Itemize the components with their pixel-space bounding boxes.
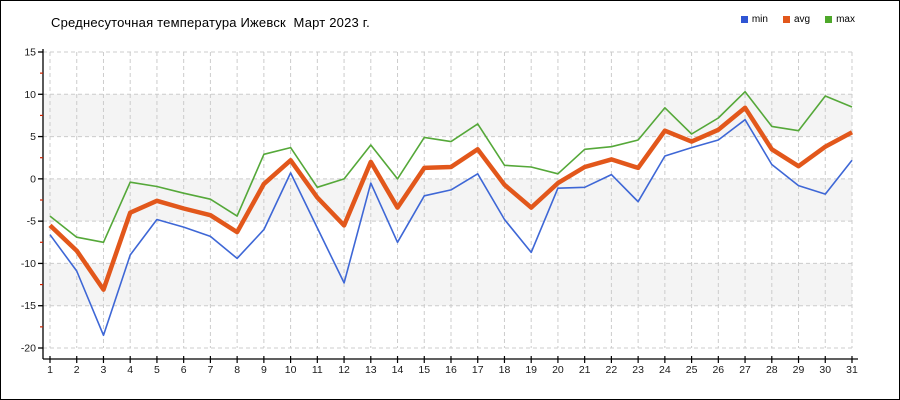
- svg-text:9: 9: [261, 364, 267, 376]
- svg-text:26: 26: [712, 364, 724, 376]
- svg-text:-20: -20: [21, 343, 36, 355]
- legend-label-min: min: [751, 14, 768, 25]
- chart-title: Среднесуточная температура Ижевск Март 2…: [51, 15, 370, 30]
- svg-text:21: 21: [579, 364, 591, 376]
- series-min-line: [49, 118, 853, 337]
- legend-item-min: min: [740, 14, 768, 25]
- svg-text:-15: -15: [21, 300, 36, 312]
- series-max-line: [49, 90, 853, 244]
- svg-text:23: 23: [632, 364, 644, 376]
- svg-text:6: 6: [181, 364, 187, 376]
- svg-text:15: 15: [24, 47, 36, 59]
- svg-text:14: 14: [392, 364, 404, 376]
- svg-text:16: 16: [445, 364, 457, 376]
- svg-text:17: 17: [472, 364, 484, 376]
- legend-label-avg: avg: [793, 14, 811, 25]
- svg-text:22: 22: [606, 364, 618, 376]
- svg-text:11: 11: [312, 364, 323, 376]
- svg-text:30: 30: [819, 364, 831, 376]
- svg-text:28: 28: [766, 364, 778, 376]
- svg-text:29: 29: [793, 364, 805, 376]
- svg-text:13: 13: [365, 364, 377, 376]
- svg-text:4: 4: [127, 364, 133, 376]
- svg-text:10: 10: [24, 89, 36, 101]
- legend-label-max: max: [836, 14, 855, 25]
- legend-swatch-min-icon: [740, 16, 748, 23]
- svg-text:24: 24: [659, 364, 671, 376]
- svg-text:18: 18: [499, 364, 511, 376]
- svg-text:10: 10: [285, 364, 297, 376]
- svg-text:2: 2: [74, 364, 80, 376]
- svg-text:31: 31: [846, 364, 858, 376]
- plot-bands: [43, 94, 852, 306]
- legend-item-avg: avg: [782, 14, 811, 25]
- chart-legend: min avg max: [740, 14, 855, 25]
- svg-text:1: 1: [47, 364, 53, 376]
- svg-text:27: 27: [739, 364, 751, 376]
- svg-text:19: 19: [525, 364, 537, 376]
- svg-text:5: 5: [154, 364, 160, 376]
- series-avg-line: [48, 105, 854, 292]
- svg-text:15: 15: [418, 364, 430, 376]
- x-axis-ticks: 1 2 3 4 5 6 7 8 9 10 11 12 13 14 15 16 17 18 19 20 21 22 23 24 2…: [47, 356, 858, 376]
- svg-text:7: 7: [207, 364, 213, 376]
- svg-text:20: 20: [552, 364, 564, 376]
- legend-item-max: max: [825, 14, 855, 25]
- svg-text:25: 25: [686, 364, 698, 376]
- svg-text:0: 0: [30, 173, 36, 185]
- y-axis-ticks: 15 10 5 0 -5 -10 -15 -20: [21, 47, 43, 355]
- svg-text:-10: -10: [21, 258, 36, 270]
- gridlines: [43, 51, 853, 349]
- legend-swatch-max-icon: [825, 16, 833, 23]
- svg-text:5: 5: [30, 131, 36, 143]
- svg-text:-5: -5: [27, 216, 36, 228]
- svg-text:3: 3: [101, 364, 107, 376]
- svg-text:12: 12: [338, 364, 350, 376]
- svg-text:8: 8: [234, 364, 240, 376]
- legend-swatch-avg-icon: [782, 16, 790, 23]
